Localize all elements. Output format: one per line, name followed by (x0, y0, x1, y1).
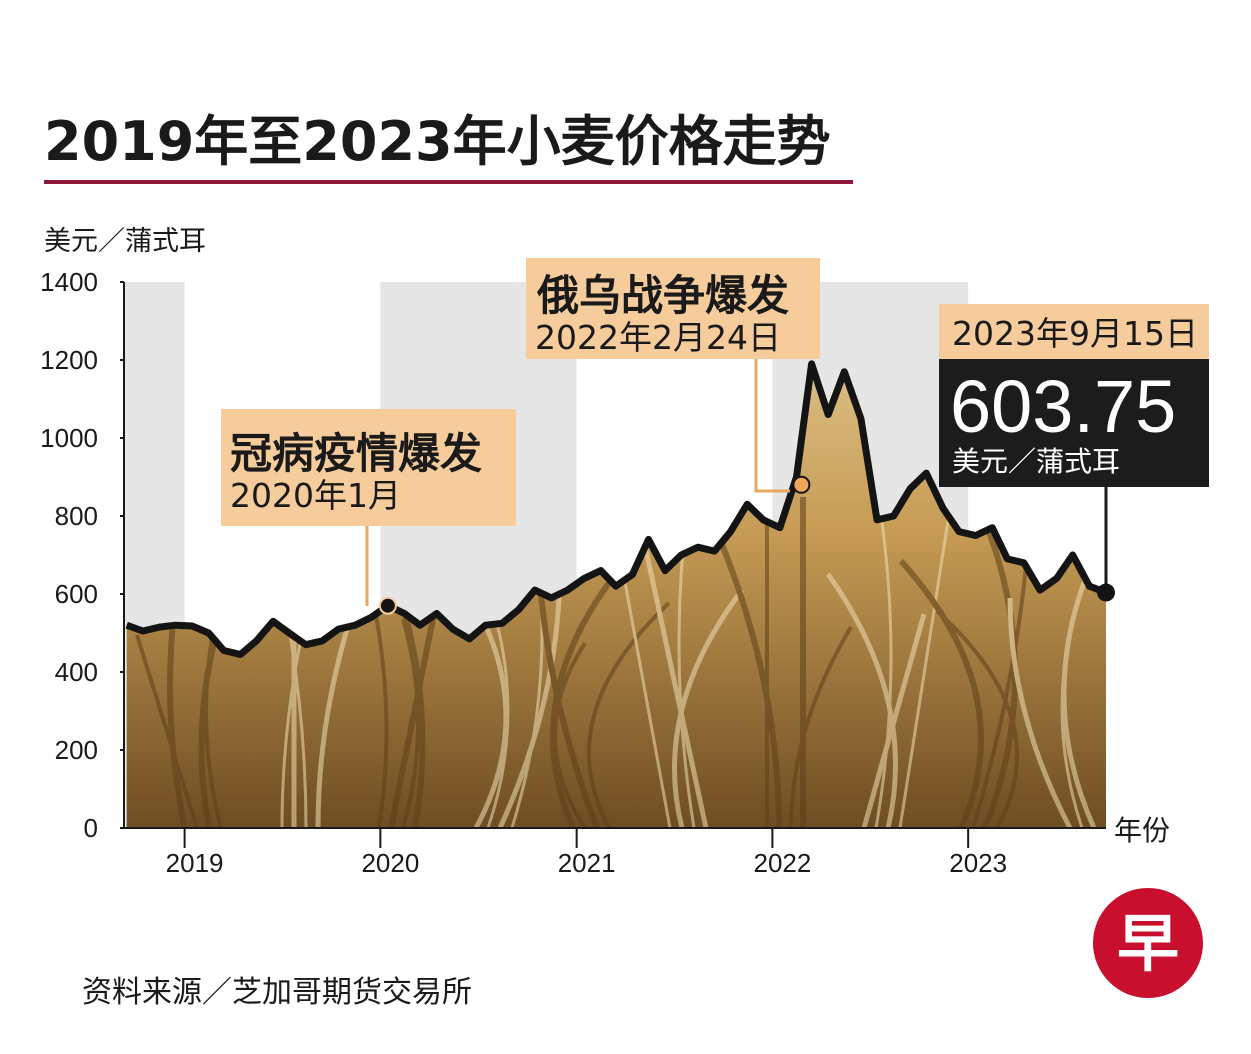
annotation-war: 俄乌战争爆发 2022年2月24日 (526, 258, 820, 493)
annotation-latest-unit: 美元／蒲式耳 (952, 445, 1120, 478)
annotation-covid-box (221, 409, 516, 526)
annotation-latest-date-box (939, 304, 1209, 359)
zaobao-logo: 早 (1093, 888, 1203, 998)
annotation-covid-headline: 冠病疫情爆发 (230, 429, 482, 478)
covid-marker (378, 596, 397, 615)
annotation-covid-date: 2020年1月 (230, 476, 401, 515)
chart-title: 2019年至2023年小麦价格走势 (44, 110, 831, 173)
y-ticks: 0 200 400 600 800 1000 1200 1400 (40, 267, 124, 843)
annotation-covid: 冠病疫情爆发 2020年1月 (221, 409, 516, 606)
annotation-latest-date: 2023年9月15日 (952, 314, 1198, 353)
y-tick-label: 1400 (40, 267, 98, 297)
y-axis-unit: 美元／蒲式耳 (44, 226, 206, 257)
title-rule (44, 180, 853, 184)
x-tick-label: 2021 (558, 848, 616, 878)
y-tick-label: 800 (55, 501, 98, 531)
x-tick-label: 2022 (753, 848, 811, 878)
y-tick-label: 0 (84, 813, 98, 843)
y-tick-label: 1200 (40, 345, 98, 375)
y-tick-label: 600 (55, 579, 98, 609)
latest-marker (1097, 583, 1115, 602)
annotation-latest-value-box (939, 359, 1209, 487)
source-note: 资料来源／芝加哥期货交易所 (82, 975, 472, 1010)
annotation-war-headline: 俄乌战争爆发 (536, 271, 789, 320)
annotation-latest: 2023年9月15日 603.75 美元／蒲式耳 (939, 304, 1209, 592)
annotation-war-date: 2022年2月24日 (535, 318, 781, 357)
annotation-latest-value: 603.75 (950, 365, 1176, 448)
x-tick-label: 2019 (166, 848, 224, 878)
x-axis-unit: 年份 (1114, 814, 1170, 847)
x-tick-label: 2020 (361, 848, 419, 878)
price-line (125, 360, 1108, 658)
war-marker (792, 475, 811, 494)
annotation-war-box (526, 258, 820, 359)
x-ticks: 2019 2020 2021 2022 2023 (166, 828, 1007, 878)
logo-char: 早 (1117, 907, 1179, 980)
x-tick-label: 2023 (949, 848, 1007, 878)
y-tick-label: 400 (55, 657, 98, 687)
y-tick-label: 1000 (40, 423, 98, 453)
y-tick-label: 200 (55, 735, 98, 765)
